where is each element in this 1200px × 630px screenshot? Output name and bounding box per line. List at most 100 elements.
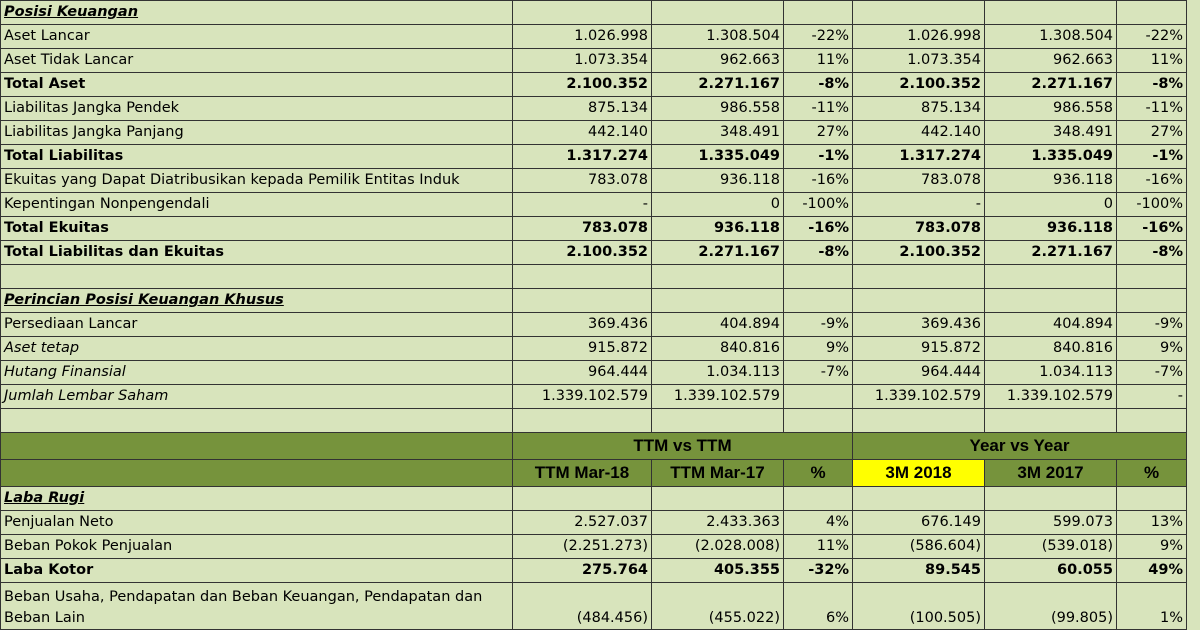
value-cell: 1.073.354 xyxy=(512,48,652,73)
row-label: Liabilitas Jangka Panjang xyxy=(0,120,513,145)
value-cell: 369.436 xyxy=(512,312,652,337)
row-label: Persediaan Lancar xyxy=(0,312,513,337)
value-cell: 783.078 xyxy=(512,216,652,241)
value-cell: 6% xyxy=(783,582,853,630)
value-cell: 1.339.102.579 xyxy=(512,384,652,409)
row-label: Aset Lancar xyxy=(0,24,513,49)
value-cell: 0 xyxy=(984,192,1117,217)
value-cell xyxy=(512,264,652,289)
value-cell: 964.444 xyxy=(852,360,985,385)
value-cell: 9% xyxy=(1116,336,1187,361)
table-row: Total Liabilitas dan Ekuitas 2.100.352 2.2… xyxy=(0,240,1187,265)
header-group-row: TTM vs TTM Year vs Year xyxy=(0,432,1187,460)
value-cell: 13% xyxy=(1116,510,1187,535)
value-cell: 1.034.113 xyxy=(651,360,784,385)
value-cell: 2.271.167 xyxy=(984,240,1117,265)
row-label: Laba Kotor xyxy=(0,558,513,583)
value-cell xyxy=(852,408,985,433)
value-cell: 1% xyxy=(1116,582,1187,630)
row-label: Perincian Posisi Keuangan Khusus xyxy=(0,288,513,313)
header-col-3m-2018: 3M 2018 xyxy=(852,459,985,487)
value-cell: 915.872 xyxy=(512,336,652,361)
value-cell: -1% xyxy=(783,144,853,169)
value-cell: 2.271.167 xyxy=(984,72,1117,97)
value-cell: -9% xyxy=(783,312,853,337)
value-cell: -8% xyxy=(783,72,853,97)
value-cell xyxy=(1116,486,1187,511)
row-label: Aset tetap xyxy=(0,336,513,361)
value-cell: 936.118 xyxy=(651,168,784,193)
table-row: Aset tetap 915.872 840.816 9% 915.872 840.816… xyxy=(0,336,1187,361)
value-cell xyxy=(984,0,1117,25)
value-cell: 2.527.037 xyxy=(512,510,652,535)
value-cell: 49% xyxy=(1116,558,1187,583)
value-cell: 875.134 xyxy=(512,96,652,121)
value-cell xyxy=(984,408,1117,433)
value-cell: (2.251.273) xyxy=(512,534,652,559)
value-cell xyxy=(1116,0,1187,25)
row-label: Ekuitas yang Dapat Diatribusikan kepada … xyxy=(0,168,513,193)
table-row: Total Aset 2.100.352 2.271.167 -8% 2.100.352… xyxy=(0,72,1187,97)
header-group-yoy: Year vs Year xyxy=(852,432,1187,460)
table-row: Perincian Posisi Keuangan Khusus xyxy=(0,288,1187,313)
value-cell: 1.339.102.579 xyxy=(852,384,985,409)
value-cell: 9% xyxy=(783,336,853,361)
value-cell: 936.118 xyxy=(984,168,1117,193)
value-cell xyxy=(651,264,784,289)
value-cell: 27% xyxy=(783,120,853,145)
value-cell: 962.663 xyxy=(651,48,784,73)
header-group-ttm: TTM vs TTM xyxy=(512,432,853,460)
value-cell: 442.140 xyxy=(512,120,652,145)
header-blank-cell xyxy=(0,432,513,460)
value-cell xyxy=(984,264,1117,289)
value-cell: 1.339.102.579 xyxy=(984,384,1117,409)
table-row: Liabilitas Jangka Pendek 875.134 986.558 -1… xyxy=(0,96,1187,121)
row-label: Beban Pokok Penjualan xyxy=(0,534,513,559)
value-cell: 11% xyxy=(1116,48,1187,73)
value-cell: 840.816 xyxy=(984,336,1117,361)
value-cell: 1.317.274 xyxy=(512,144,652,169)
value-cell: 915.872 xyxy=(852,336,985,361)
table-row: Persediaan Lancar 369.436 404.894 -9% 369.43… xyxy=(0,312,1187,337)
value-cell: - xyxy=(512,192,652,217)
value-cell: - xyxy=(1116,384,1187,409)
value-cell: 405.355 xyxy=(651,558,784,583)
row-label xyxy=(0,408,513,433)
value-cell: 11% xyxy=(783,534,853,559)
value-cell: 89.545 xyxy=(852,558,985,583)
table-row: Beban Pokok Penjualan (2.251.273) (2.028.0… xyxy=(0,534,1187,559)
value-cell: 962.663 xyxy=(984,48,1117,73)
row-label: Total Ekuitas xyxy=(0,216,513,241)
header-col-pct-yoy: % xyxy=(1116,459,1187,487)
value-cell: 1.335.049 xyxy=(651,144,784,169)
value-cell: 2.271.167 xyxy=(651,72,784,97)
table-row: Ekuitas yang Dapat Diatribusikan kepada … xyxy=(0,168,1187,193)
value-cell: 60.055 xyxy=(984,558,1117,583)
value-cell: (455.022) xyxy=(651,582,784,630)
row-label: Aset Tidak Lancar xyxy=(0,48,513,73)
table-row xyxy=(0,408,1187,433)
row-label: Beban Usaha, Pendapatan dan Beban Keuang… xyxy=(0,582,513,630)
value-cell: 1.034.113 xyxy=(984,360,1117,385)
row-label: Jumlah Lembar Saham xyxy=(0,384,513,409)
value-cell: 986.558 xyxy=(651,96,784,121)
value-cell: -8% xyxy=(783,240,853,265)
value-cell: 2.433.363 xyxy=(651,510,784,535)
value-cell: 404.894 xyxy=(984,312,1117,337)
row-label: Total Aset xyxy=(0,72,513,97)
value-cell: -32% xyxy=(783,558,853,583)
value-cell xyxy=(783,288,853,313)
value-cell xyxy=(984,288,1117,313)
value-cell: -16% xyxy=(783,216,853,241)
table-row: Kepentingan Nonpengendali -0 -100% -0 -100% xyxy=(0,192,1187,217)
value-cell: 783.078 xyxy=(852,216,985,241)
value-cell xyxy=(852,264,985,289)
header-col-ttm-mar18: TTM Mar-18 xyxy=(512,459,652,487)
table-body-bottom: Laba Rugi Penjualan Neto 2.527.037 2.433.36… xyxy=(0,486,1187,630)
table-row: Penjualan Neto 2.527.037 2.433.363 4% 676.14… xyxy=(0,510,1187,535)
value-cell: 1.335.049 xyxy=(984,144,1117,169)
value-cell: 404.894 xyxy=(651,312,784,337)
value-cell: -16% xyxy=(1116,216,1187,241)
row-label: Liabilitas Jangka Pendek xyxy=(0,96,513,121)
